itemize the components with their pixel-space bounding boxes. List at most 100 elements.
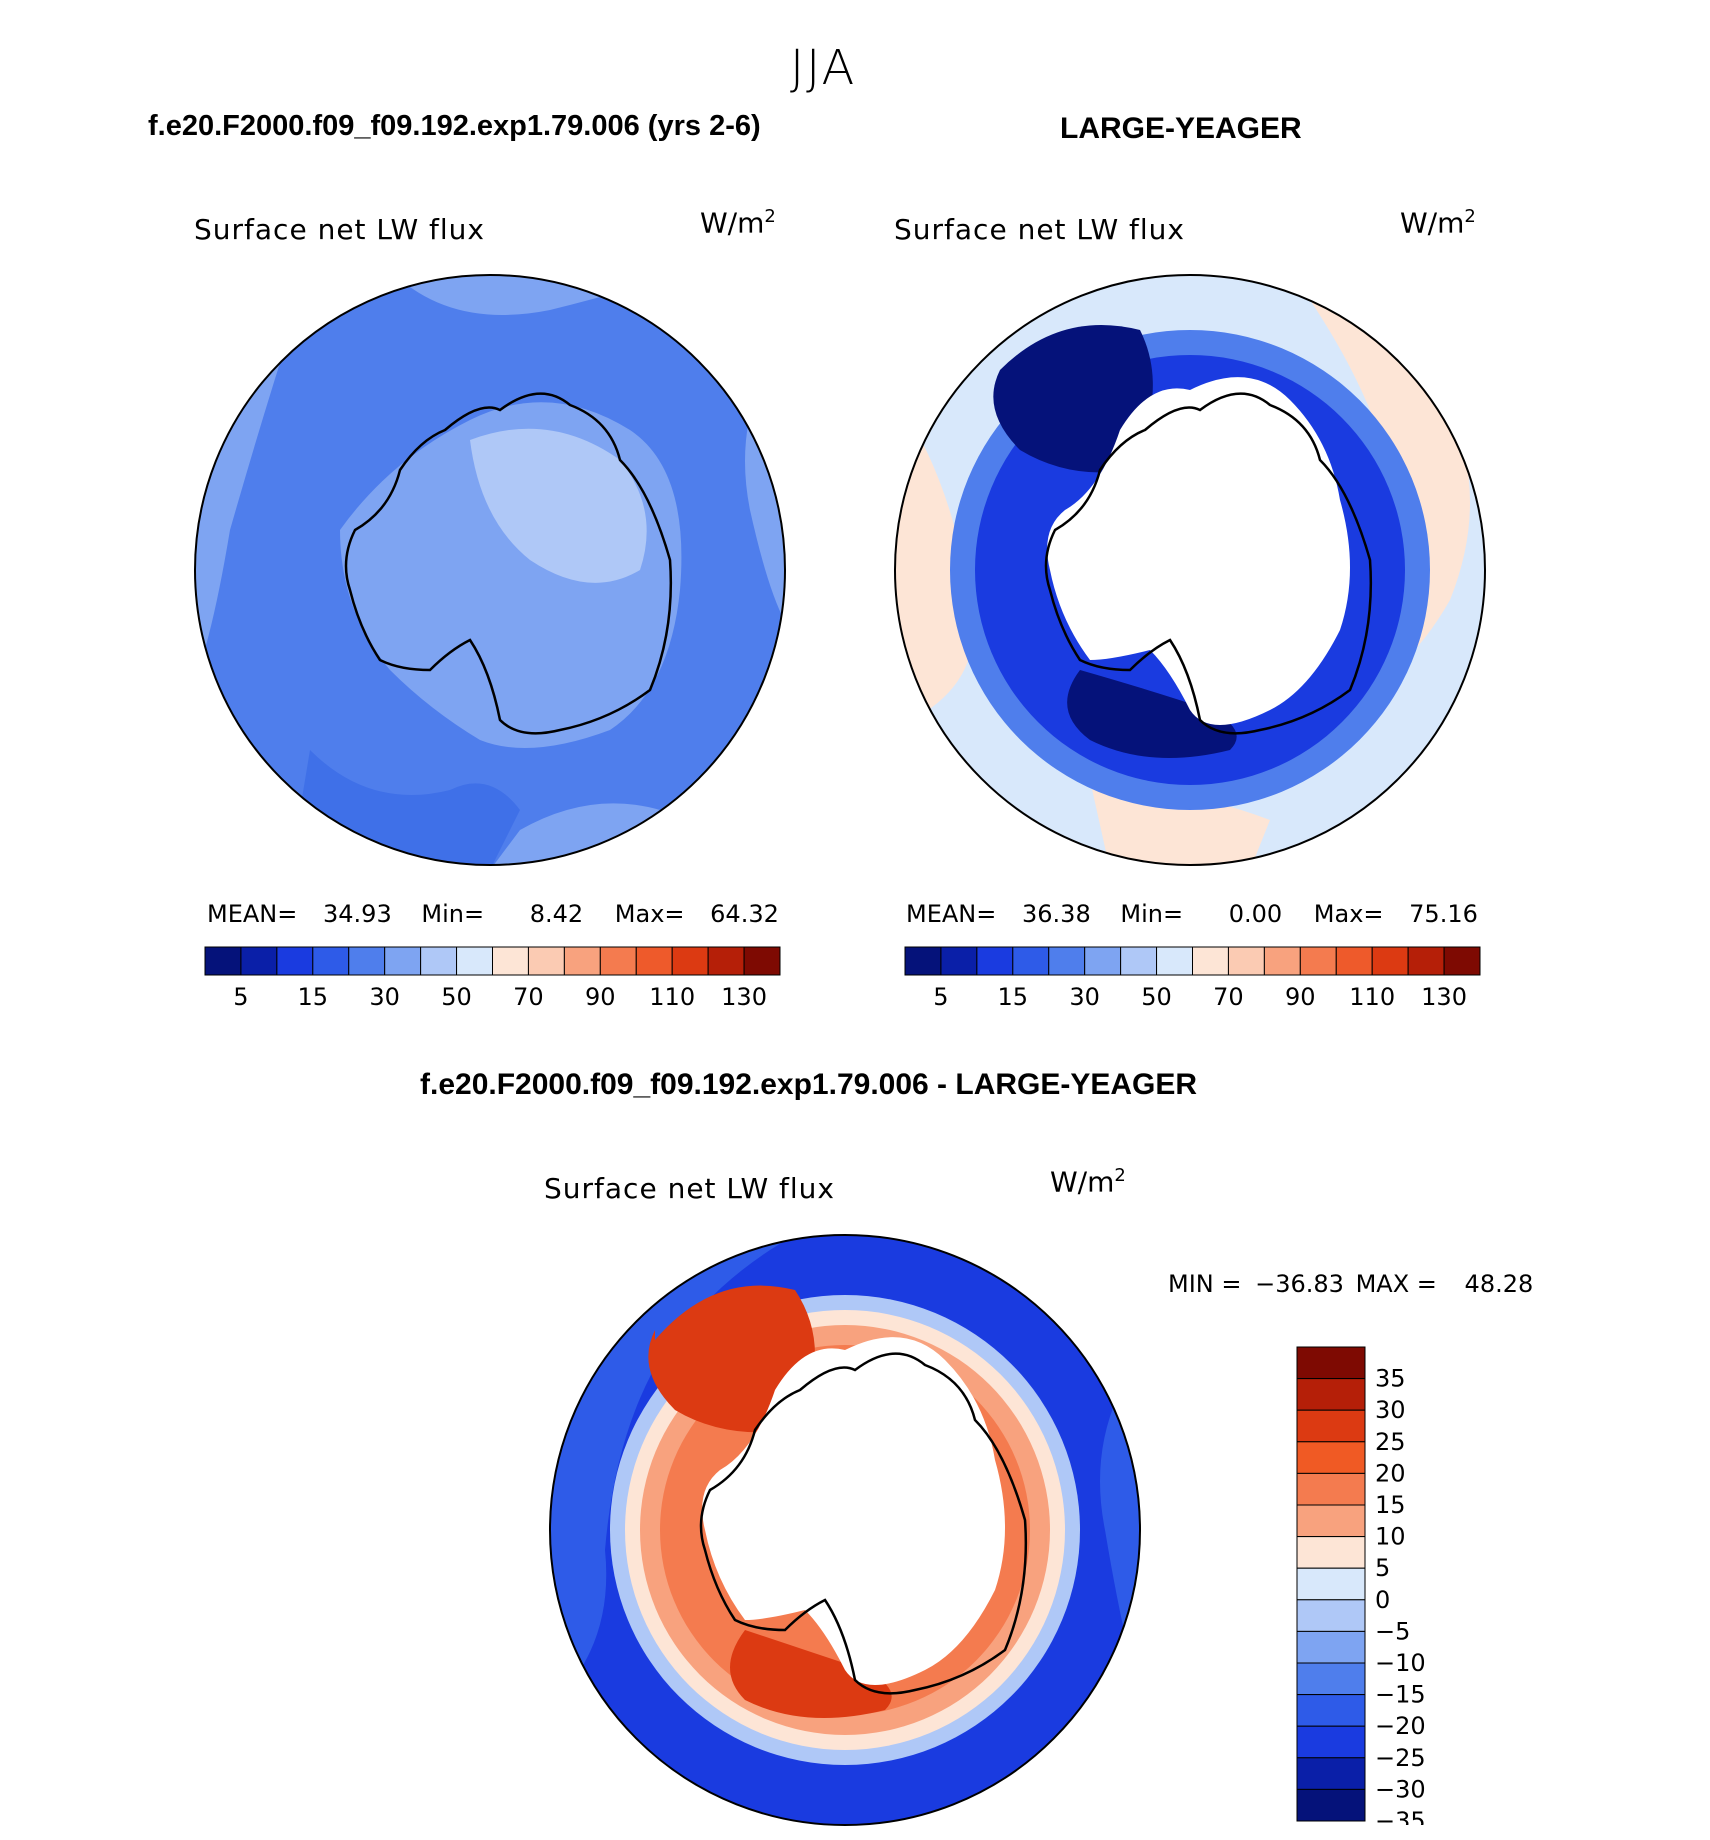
diff-colorbar-tick-label: −10 [1375, 1649, 1426, 1677]
left-colorbar-swatch [635, 946, 673, 976]
right-mean-value: 36.38 [1022, 900, 1091, 928]
right-colorbar-swatch [904, 946, 942, 976]
right-variable-label: Surface net LW flux [894, 213, 1185, 246]
right-colorbar-swatch [1263, 946, 1301, 976]
diff-colorbar-swatch [1296, 1536, 1366, 1569]
right-units-label: W/m2 [1400, 206, 1476, 240]
diff-colorbar-swatch [1296, 1346, 1366, 1380]
right-max-label: Max= [1313, 900, 1384, 928]
diff-minmax: MIN = −36.83 MAX = 48.28 [1168, 1270, 1533, 1298]
diff-colorbar-tick-label: −35 [1375, 1807, 1426, 1825]
left-variable-label: Surface net LW flux [194, 213, 485, 246]
diff-colorbar-tick-label: 35 [1375, 1365, 1406, 1393]
diff-units-label: W/m2 [1050, 1165, 1126, 1199]
left-antarctica-coastline [344, 392, 673, 735]
right-colorbar-swatch [1084, 946, 1122, 976]
left-stats: MEAN= 34.93 Min= 8.42 Max= 64.32 [207, 900, 779, 928]
left-colorbar-swatch [563, 946, 601, 976]
left-colorbar-swatch [276, 946, 314, 976]
diff-colorbar-swatch [1296, 1472, 1366, 1506]
left-case-title: f.e20.F2000.f09_f09.192.exp1.79.006 (yrs… [148, 110, 761, 142]
right-mean-label: MEAN= [906, 900, 997, 928]
diff-colorbar-tick-label: −20 [1375, 1712, 1426, 1740]
diff-map [549, 1234, 1141, 1826]
left-min-value: 8.42 [529, 900, 584, 928]
diff-colorbar-tick-label: 30 [1375, 1396, 1406, 1424]
right-colorbar-swatch [1012, 946, 1050, 976]
right-colorbar-tick-label: 5 [933, 983, 948, 1011]
right-colorbar-tick-label: 90 [1285, 983, 1316, 1011]
diff-colorbar-swatch [1296, 1599, 1366, 1632]
diff-max-value: 48.28 [1464, 1270, 1534, 1298]
left-colorbar-swatch [743, 946, 781, 976]
right-colorbar-swatch [1048, 946, 1086, 976]
right-colorbar-swatch [1156, 946, 1193, 976]
right-colorbar-swatch [1371, 946, 1409, 976]
right-colorbar-swatch [940, 946, 978, 976]
diff-colorbar-swatch [1296, 1630, 1366, 1664]
left-colorbar: 5 15 30 50 70 90 110 130 [204, 946, 781, 1011]
right-colorbar-swatch [1335, 946, 1373, 976]
left-colorbar-swatch [348, 946, 386, 976]
right-colorbar-tick-label: 15 [998, 983, 1029, 1011]
diff-colorbar-swatch [1296, 1725, 1366, 1759]
left-colorbar-tick-label: 130 [721, 983, 767, 1011]
diff-colorbar-swatch [1296, 1788, 1366, 1822]
diff-min-value: −36.83 [1255, 1270, 1344, 1298]
diff-antarctica-coastline [699, 1352, 1028, 1695]
diff-colorbar-tick-label: 20 [1375, 1459, 1406, 1487]
left-colorbar-tick-label: 50 [441, 983, 472, 1011]
right-map [894, 274, 1486, 866]
diff-colorbar-swatch [1296, 1441, 1366, 1474]
right-case-title: LARGE-YEAGER [1060, 112, 1302, 145]
diff-colorbar-tick-label: −5 [1375, 1617, 1410, 1645]
left-min-label: Min= [421, 900, 485, 928]
diff-variable-label: Surface net LW flux [544, 1172, 835, 1205]
left-colorbar-swatch [240, 946, 278, 976]
right-colorbar-swatch [1192, 946, 1229, 976]
diff-colorbar-swatch [1296, 1757, 1366, 1790]
diff-colorbar-swatch [1296, 1504, 1366, 1538]
diff-colorbar-tick-label: −30 [1375, 1775, 1426, 1803]
right-min-label: Min= [1120, 900, 1184, 928]
left-colorbar-tick-label: 110 [649, 983, 695, 1011]
left-colorbar-swatch [707, 946, 745, 976]
right-min-value: 0.00 [1228, 900, 1283, 928]
left-mean-value: 34.93 [323, 900, 392, 928]
diff-colorbar-tick-label: −25 [1375, 1744, 1426, 1772]
right-stats: MEAN= 36.38 Min= 0.00 Max= 75.16 [906, 900, 1478, 928]
diff-colorbar-tick-label: −15 [1375, 1681, 1426, 1709]
diff-colorbar-tick-label: 5 [1375, 1554, 1390, 1582]
diff-colorbar-swatch [1296, 1567, 1366, 1601]
left-colorbar-swatch [456, 946, 493, 976]
left-colorbar-swatch [527, 946, 565, 976]
left-colorbar-swatch [204, 946, 242, 976]
diff-max-label: MAX = [1355, 1270, 1437, 1298]
left-colorbar-swatch [312, 946, 350, 976]
left-mean-label: MEAN= [207, 900, 298, 928]
diff-colorbar-swatch [1296, 1662, 1366, 1696]
right-colorbar-swatch [1407, 946, 1445, 976]
diff-colorbar: 35 30 25 20 15 10 5 0 −5 −10 −15 −20 −25 −30 −35 [1296, 1346, 1426, 1825]
left-colorbar-tick-label: 30 [369, 983, 400, 1011]
diff-colorbar-swatch [1296, 1378, 1366, 1411]
left-map [194, 274, 786, 866]
diff-colorbar-tick-label: 15 [1375, 1491, 1406, 1519]
diff-colorbar-tick-label: 0 [1375, 1586, 1390, 1614]
right-colorbar-tick-label: 130 [1421, 983, 1467, 1011]
left-colorbar-tick-label: 90 [585, 983, 616, 1011]
right-colorbar-swatch [976, 946, 1014, 976]
right-colorbar-tick-label: 30 [1069, 983, 1100, 1011]
diff-title: f.e20.F2000.f09_f09.192.exp1.79.006 - LA… [420, 1068, 1198, 1101]
left-colorbar-swatch [384, 946, 422, 976]
right-antarctica-coastline [1044, 392, 1373, 735]
diff-colorbar-swatch [1296, 1409, 1366, 1443]
left-units-label: W/m2 [700, 206, 776, 240]
left-colorbar-swatch [671, 946, 709, 976]
left-colorbar-tick-label: 15 [298, 983, 329, 1011]
right-colorbar-swatch [1443, 946, 1481, 976]
diff-colorbar-swatch [1296, 1694, 1366, 1727]
right-colorbar-tick-label: 70 [1213, 983, 1244, 1011]
right-colorbar-swatch [1299, 946, 1337, 976]
right-colorbar: 5 15 30 50 70 90 110 130 [904, 946, 1481, 1011]
